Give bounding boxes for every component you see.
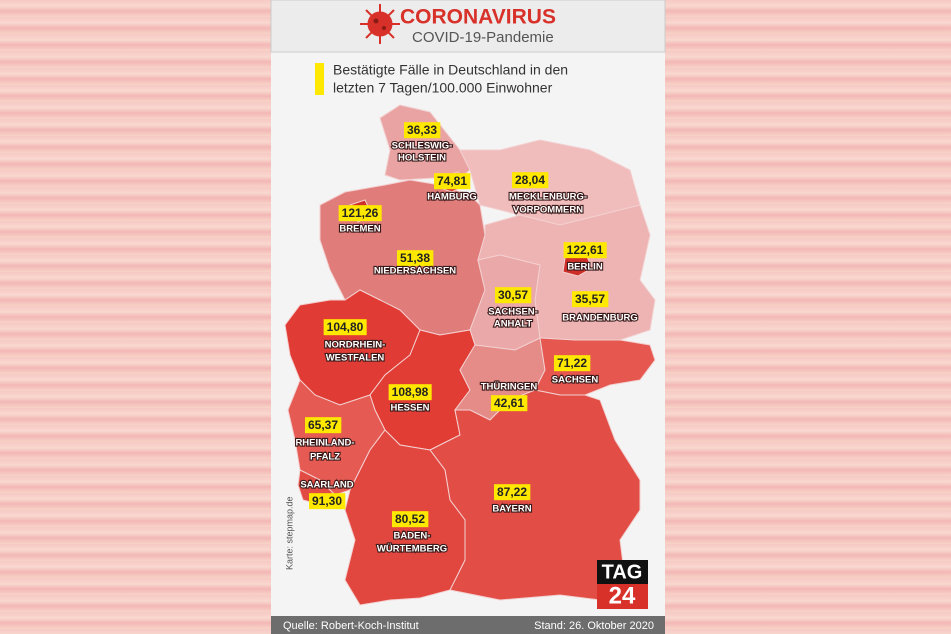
value-box bbox=[338, 205, 382, 222]
state-name: SAARLAND bbox=[300, 480, 353, 491]
logo-text: TAG bbox=[602, 561, 643, 583]
state-name: BERLIN bbox=[567, 262, 603, 273]
state-value: 122,61 bbox=[567, 243, 604, 257]
state-name: BAYERN bbox=[492, 504, 531, 515]
state-name: VORPOMMERN bbox=[513, 205, 583, 216]
state-name: NORDRHEIN- bbox=[325, 340, 386, 351]
caption-line: Bestätigte Fälle in Deutschland in den bbox=[333, 62, 568, 78]
state-name: BREMEN bbox=[339, 224, 380, 235]
footer bbox=[271, 616, 665, 634]
value-box bbox=[494, 287, 532, 304]
state-name: PFALZ bbox=[310, 452, 340, 463]
state-value: 42,61 bbox=[494, 396, 524, 410]
state-name: ANHALT bbox=[494, 319, 533, 330]
state-name: WESTFALEN bbox=[326, 353, 385, 364]
state-name: RHEINLAND- bbox=[295, 438, 354, 449]
state-name: MECKLENBURG- bbox=[509, 192, 587, 203]
virus-icon bbox=[360, 4, 400, 44]
state-name: SCHLESWIG- bbox=[392, 141, 453, 152]
caption-line: letzten 7 Tagen/100.000 Einwohner bbox=[333, 80, 553, 96]
state-value: 108,98 bbox=[392, 385, 429, 399]
state-value: 74,81 bbox=[437, 174, 467, 188]
value-box bbox=[304, 417, 342, 434]
state-value: 28,04 bbox=[515, 173, 545, 187]
state-name: NIEDERSACHSEN bbox=[374, 266, 456, 277]
logo-text: 24 bbox=[609, 582, 636, 609]
state-name: BRANDENBURG bbox=[562, 313, 637, 324]
value-box bbox=[490, 395, 528, 412]
value-box bbox=[563, 242, 607, 259]
state-name: HAMBURG bbox=[427, 192, 477, 203]
state-value: 36,33 bbox=[407, 123, 437, 137]
header-box bbox=[270, 0, 666, 53]
state-name: WÜRTEMBERG bbox=[377, 544, 447, 555]
state-name: HESSEN bbox=[390, 403, 429, 414]
value-box bbox=[511, 172, 549, 189]
value-box bbox=[571, 291, 609, 308]
state-name: THÜRINGEN bbox=[481, 382, 538, 393]
logo-top bbox=[597, 560, 648, 584]
footer-date: Stand: 26. Oktober 2020 bbox=[534, 620, 654, 632]
state-name: SACHSEN bbox=[552, 375, 599, 386]
state-area bbox=[534, 337, 656, 396]
value-box bbox=[388, 384, 432, 401]
logo-bottom bbox=[597, 584, 648, 609]
labels: 36,33 SCHLESWIG-HOLSTEIN 74,81 HAMBURG 28,04… bbox=[294, 122, 639, 556]
state-value: 121,26 bbox=[342, 206, 379, 220]
value-box bbox=[396, 250, 434, 267]
value-box bbox=[553, 355, 591, 372]
subtitle: COVID-19-Pandemie bbox=[412, 29, 554, 46]
value-box bbox=[403, 122, 441, 139]
state-name: HOLSTEIN bbox=[398, 153, 446, 164]
value-box bbox=[433, 173, 471, 190]
state-value: 87,22 bbox=[497, 485, 527, 499]
title: CORONAVIRUS bbox=[400, 6, 556, 29]
caption-bar bbox=[315, 63, 324, 95]
value-box bbox=[323, 319, 367, 336]
state-name: SACHSEN- bbox=[488, 307, 538, 318]
value-box bbox=[391, 511, 429, 528]
state-value: 80,52 bbox=[395, 512, 425, 526]
state-value: 51,38 bbox=[400, 251, 430, 265]
state-value: 104,80 bbox=[327, 320, 364, 334]
state-value: 35,57 bbox=[575, 292, 605, 306]
state-value: 91,30 bbox=[312, 494, 342, 508]
value-box bbox=[308, 493, 346, 510]
state-value: 71,22 bbox=[557, 356, 587, 370]
credit: Karte: stepmap.de bbox=[284, 496, 294, 570]
state-name: BADEN- bbox=[394, 531, 431, 542]
value-box bbox=[493, 484, 531, 501]
state-value: 65,37 bbox=[308, 418, 338, 432]
footer-source: Quelle: Robert-Koch-Institut bbox=[283, 620, 419, 632]
state-value: 30,57 bbox=[498, 288, 528, 302]
